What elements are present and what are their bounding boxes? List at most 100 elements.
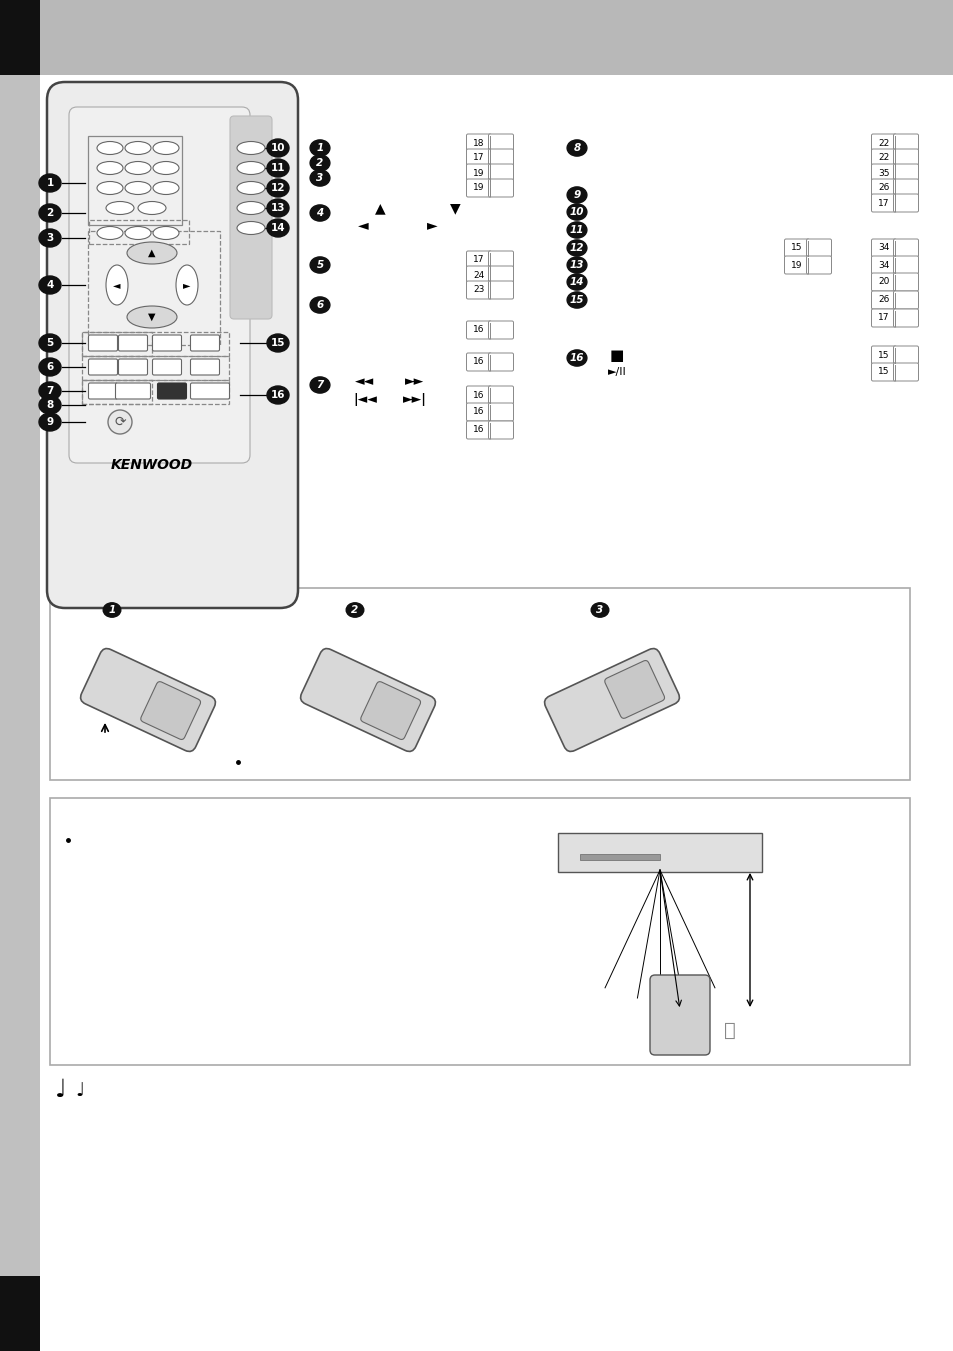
FancyBboxPatch shape <box>89 359 117 376</box>
Text: 15: 15 <box>878 350 889 359</box>
Bar <box>579 854 659 861</box>
FancyBboxPatch shape <box>300 648 435 751</box>
Text: 7: 7 <box>47 386 53 396</box>
FancyBboxPatch shape <box>871 273 896 290</box>
FancyBboxPatch shape <box>871 163 896 182</box>
Bar <box>40 0 953 76</box>
FancyBboxPatch shape <box>488 178 513 197</box>
FancyBboxPatch shape <box>871 195 896 212</box>
FancyBboxPatch shape <box>488 163 513 182</box>
FancyBboxPatch shape <box>466 266 491 284</box>
FancyBboxPatch shape <box>466 353 491 372</box>
Ellipse shape <box>267 178 289 197</box>
Text: 14: 14 <box>569 277 583 286</box>
FancyBboxPatch shape <box>893 255 918 274</box>
Ellipse shape <box>152 181 179 195</box>
Ellipse shape <box>39 174 61 192</box>
Ellipse shape <box>310 377 330 393</box>
FancyBboxPatch shape <box>488 322 513 339</box>
Text: 10: 10 <box>569 207 583 218</box>
FancyBboxPatch shape <box>893 290 918 309</box>
Text: 20: 20 <box>878 277 889 286</box>
Text: 9: 9 <box>573 190 580 200</box>
Ellipse shape <box>267 334 289 353</box>
FancyBboxPatch shape <box>871 149 896 168</box>
Text: 6: 6 <box>316 300 323 309</box>
FancyBboxPatch shape <box>360 682 420 739</box>
FancyBboxPatch shape <box>69 107 250 463</box>
Text: 34: 34 <box>878 261 889 269</box>
FancyBboxPatch shape <box>157 382 186 399</box>
Bar <box>0 76 40 1275</box>
Ellipse shape <box>97 142 123 154</box>
FancyBboxPatch shape <box>488 353 513 372</box>
Text: 1: 1 <box>109 605 115 615</box>
Ellipse shape <box>310 141 330 157</box>
FancyBboxPatch shape <box>871 346 896 363</box>
FancyBboxPatch shape <box>89 335 117 351</box>
Ellipse shape <box>566 141 586 157</box>
FancyBboxPatch shape <box>191 359 219 376</box>
Ellipse shape <box>108 409 132 434</box>
Text: ▲: ▲ <box>375 201 385 215</box>
Ellipse shape <box>103 603 121 617</box>
FancyBboxPatch shape <box>89 382 117 399</box>
Text: ■: ■ <box>609 347 623 362</box>
Text: 2: 2 <box>351 605 358 615</box>
Text: 3: 3 <box>596 605 603 615</box>
Text: 2: 2 <box>316 158 323 168</box>
Ellipse shape <box>152 162 179 174</box>
Ellipse shape <box>566 204 586 220</box>
Text: 24: 24 <box>473 270 484 280</box>
Bar <box>0 0 40 76</box>
Text: ◄: ◄ <box>357 218 368 232</box>
FancyBboxPatch shape <box>466 134 491 153</box>
Text: 15: 15 <box>271 338 285 349</box>
Ellipse shape <box>310 205 330 222</box>
Text: ◄◄: ◄◄ <box>355 376 375 389</box>
FancyBboxPatch shape <box>115 382 151 399</box>
FancyBboxPatch shape <box>488 134 513 153</box>
Ellipse shape <box>310 155 330 172</box>
Text: 16: 16 <box>473 408 484 416</box>
Text: 17: 17 <box>878 199 889 208</box>
Text: 18: 18 <box>473 139 484 147</box>
FancyBboxPatch shape <box>488 266 513 284</box>
Text: 3: 3 <box>47 232 53 243</box>
Ellipse shape <box>236 201 265 215</box>
Text: 17: 17 <box>473 255 484 265</box>
Text: 22: 22 <box>878 139 889 147</box>
Text: ►►: ►► <box>405 376 424 389</box>
Text: 26: 26 <box>878 184 889 192</box>
Ellipse shape <box>97 227 123 239</box>
FancyBboxPatch shape <box>488 281 513 299</box>
Text: ▲: ▲ <box>148 249 155 258</box>
Text: |◄◄: |◄◄ <box>353 393 376 407</box>
Text: 13: 13 <box>569 259 583 270</box>
Text: 19: 19 <box>790 261 801 269</box>
Ellipse shape <box>125 142 151 154</box>
Text: 3: 3 <box>316 173 323 182</box>
Ellipse shape <box>236 222 265 235</box>
FancyBboxPatch shape <box>871 290 896 309</box>
Text: 13: 13 <box>271 203 285 213</box>
FancyBboxPatch shape <box>466 403 491 422</box>
Ellipse shape <box>310 297 330 313</box>
FancyBboxPatch shape <box>871 178 896 197</box>
Text: 11: 11 <box>569 226 583 235</box>
Ellipse shape <box>39 230 61 247</box>
FancyBboxPatch shape <box>805 239 831 257</box>
Text: 16: 16 <box>473 390 484 400</box>
Text: 15: 15 <box>790 243 801 253</box>
Text: 15: 15 <box>569 295 583 305</box>
Ellipse shape <box>39 358 61 376</box>
Text: 2: 2 <box>47 208 53 218</box>
FancyBboxPatch shape <box>152 335 181 351</box>
Text: 8: 8 <box>47 400 53 409</box>
Ellipse shape <box>236 142 265 154</box>
FancyBboxPatch shape <box>544 648 679 751</box>
Text: 5: 5 <box>316 259 323 270</box>
Text: 19: 19 <box>473 169 484 177</box>
Text: 26: 26 <box>878 296 889 304</box>
FancyBboxPatch shape <box>893 309 918 327</box>
